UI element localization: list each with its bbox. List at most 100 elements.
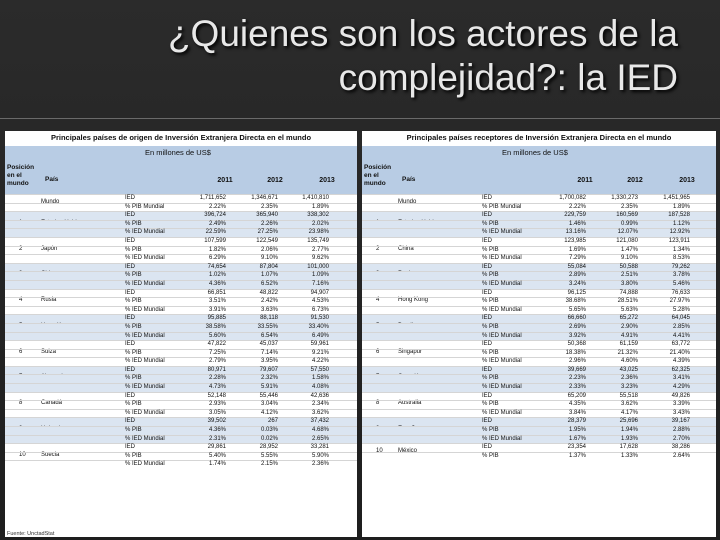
value-cell: 1.69% bbox=[568, 246, 586, 253]
value-cell: 5.91% bbox=[260, 384, 278, 391]
value-cell: 2.70% bbox=[672, 435, 690, 442]
value-cell: 3.63% bbox=[260, 306, 278, 313]
value-cell: 3.51% bbox=[208, 298, 226, 305]
metric-label: % IED Mundial bbox=[125, 306, 165, 313]
table-row: 4 Rusia IED 66,851 48,822 94,907 bbox=[5, 288, 357, 303]
value-cell: 2.42% bbox=[260, 298, 278, 305]
country-cell: Suiza bbox=[41, 348, 57, 355]
value-cell: 42,636 bbox=[310, 392, 329, 399]
table-row: % IED Mundial 6.29% 9.10% 9.62% bbox=[5, 254, 357, 263]
value-cell: 5.65% bbox=[568, 306, 586, 313]
value-cell: 6.73% bbox=[311, 306, 329, 313]
value-cell: 64,045 bbox=[671, 315, 690, 322]
value-cell: 79,262 bbox=[671, 263, 690, 270]
country-cell: Mundo bbox=[398, 198, 417, 205]
table-row: % IED Mundial 3.84% 4.17% 3.43% bbox=[362, 408, 716, 418]
metric-label: % PIB Mundial bbox=[482, 203, 522, 210]
metric-label: % PIB bbox=[482, 401, 499, 408]
country-cell: Hong Kong bbox=[398, 297, 429, 304]
table-row: % PIB 2.28% 2.32% 1.58% bbox=[5, 374, 357, 384]
value-cell: 3.41% bbox=[672, 375, 690, 382]
country-cell: Suecia bbox=[41, 451, 60, 458]
value-cell: 1.09% bbox=[311, 272, 329, 279]
table-row: % PIB 2.93% 3.04% 2.34% bbox=[5, 400, 357, 409]
table-row: % IED Mundial 2.33% 3.23% 4.29% bbox=[362, 383, 716, 392]
value-cell: 2.90% bbox=[620, 323, 638, 330]
table-body: Mundo IED 1,711,652 1,346,671 1,410,810% PIB… bbox=[5, 194, 357, 469]
table-row: % PIB 7.25% 7.14% 9.21% bbox=[5, 348, 357, 358]
value-cell: 59,961 bbox=[310, 341, 329, 348]
metric-label: % IED Mundial bbox=[125, 280, 165, 287]
table-row: 8 Australia IED 65,209 55,518 49,826 bbox=[362, 391, 716, 406]
value-cell: 3.23% bbox=[620, 384, 638, 391]
value-cell: 1.67% bbox=[568, 435, 586, 442]
value-cell: 4.91% bbox=[620, 332, 638, 339]
country-cell: Singapur bbox=[398, 348, 423, 355]
value-cell: 2.85% bbox=[672, 323, 690, 330]
value-cell: 2.33% bbox=[568, 384, 586, 391]
value-cell: 6.54% bbox=[260, 332, 278, 339]
metric-label: % IED Mundial bbox=[125, 229, 165, 236]
value-cell: 2.15% bbox=[260, 461, 278, 468]
table-row: % IED Mundial 4.36% 6.52% 7.16% bbox=[5, 279, 357, 289]
column-header-position: Posición en el mundo bbox=[7, 164, 35, 187]
metric-label: IED bbox=[482, 212, 493, 219]
country-cell: Japón bbox=[41, 245, 58, 252]
value-cell: 6.52% bbox=[260, 280, 278, 287]
value-cell: 49,826 bbox=[671, 392, 690, 399]
table-row: % IED Mundial 3.24% 3.80% 5.46% bbox=[362, 279, 716, 289]
metric-label: % PIB bbox=[125, 246, 142, 253]
metric-label: % PIB bbox=[125, 452, 142, 459]
table-row: Mundo IED 1,711,652 1,346,671 1,410,810 bbox=[5, 194, 357, 205]
value-cell: 1.02% bbox=[208, 272, 226, 279]
value-cell: 187,528 bbox=[668, 212, 690, 219]
value-cell: 74,888 bbox=[619, 289, 638, 296]
table-row: % PIB 2.89% 2.51% 3.78% bbox=[362, 271, 716, 280]
value-cell: 1.95% bbox=[568, 427, 586, 434]
value-cell: 3.24% bbox=[568, 280, 586, 287]
metric-label: IED bbox=[125, 289, 136, 296]
metric-label: % IED Mundial bbox=[482, 229, 522, 236]
value-cell: 33.55% bbox=[257, 323, 278, 330]
table-title: Principales países de origen de Inversió… bbox=[50, 133, 312, 142]
table-row: % PIB 2.69% 2.90% 2.85% bbox=[362, 322, 716, 332]
table-title: Principales países receptores de Inversi… bbox=[406, 133, 672, 142]
metric-label: % PIB bbox=[125, 298, 142, 305]
metric-label: IED bbox=[125, 366, 136, 373]
value-cell: 123,985 bbox=[564, 237, 586, 244]
table-subtitle: En millones de US$ bbox=[502, 148, 568, 157]
metric-label: % PIB Mundial bbox=[125, 203, 165, 210]
country-cell: Canadá bbox=[41, 400, 63, 407]
table-row: % PIB 1.46% 0.99% 1.12% bbox=[362, 219, 716, 229]
value-cell: 94,907 bbox=[310, 289, 329, 296]
metric-label: % PIB bbox=[482, 220, 499, 227]
value-cell: 7.16% bbox=[311, 280, 329, 287]
value-cell: 61,159 bbox=[619, 341, 638, 348]
value-cell: 52,148 bbox=[207, 392, 226, 399]
country-cell: Mundo bbox=[41, 198, 60, 205]
value-cell: 9.21% bbox=[311, 349, 329, 356]
metric-label: IED bbox=[125, 237, 136, 244]
metric-label: % IED Mundial bbox=[482, 409, 522, 416]
value-cell: 25,696 bbox=[619, 418, 638, 425]
value-cell: 2.23% bbox=[568, 375, 586, 382]
value-cell: 88,118 bbox=[260, 315, 278, 322]
table-header: En millones de US$ Posición en el mundo … bbox=[362, 146, 716, 194]
table-row: % PIB Mundial 2.22% 2.35% 1.89% bbox=[5, 202, 357, 212]
value-cell: 3.43% bbox=[672, 409, 690, 416]
value-cell: 2.89% bbox=[568, 272, 586, 279]
value-cell: 3.95% bbox=[260, 358, 278, 365]
table-row: % IED Mundial 3.92% 4.91% 4.41% bbox=[362, 331, 716, 341]
value-cell: 1,711,652 bbox=[199, 195, 226, 201]
value-cell: 1.89% bbox=[311, 203, 329, 210]
table-row: % PIB 5.40% 5.55% 5.90% bbox=[5, 451, 357, 461]
value-cell: 1.94% bbox=[620, 427, 638, 434]
value-cell: 45,037 bbox=[259, 341, 278, 348]
value-cell: 0.99% bbox=[620, 220, 638, 227]
slide-title: ¿Quienes son los actores de la complejid… bbox=[58, 12, 678, 100]
value-cell: 7.14% bbox=[260, 349, 278, 356]
